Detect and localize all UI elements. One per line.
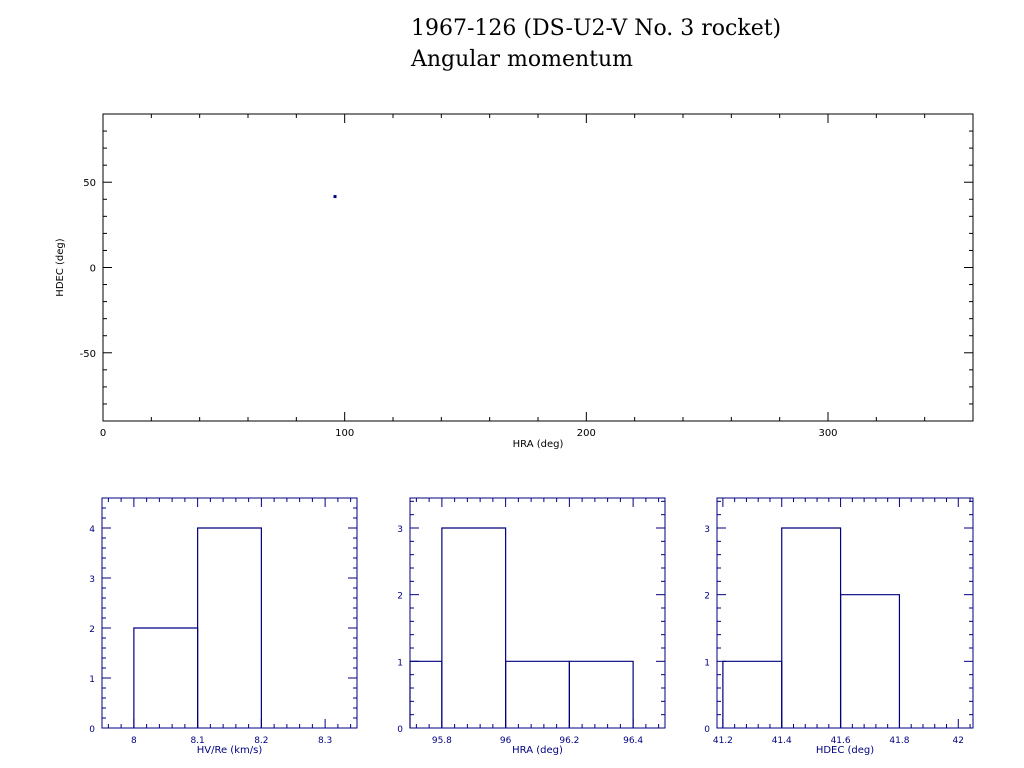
x-tick-label: 0 xyxy=(100,428,106,439)
y-tick-label: 1 xyxy=(397,658,403,668)
y-tick-label: 4 xyxy=(89,525,95,535)
x-axis-label: HRA (deg) xyxy=(512,745,563,756)
x-tick-label: 41.8 xyxy=(889,736,909,746)
histogram-bar xyxy=(568,660,634,728)
x-tick-label: 8 xyxy=(131,736,137,746)
y-axis-label: HDEC (deg) xyxy=(55,238,66,296)
x-tick-label: 96.2 xyxy=(559,736,579,746)
histogram-bar xyxy=(409,660,443,728)
x-tick-label: 42 xyxy=(953,736,964,746)
x-tick-label: 200 xyxy=(577,428,596,439)
x-tick-label: 300 xyxy=(818,428,837,439)
x-tick-label: 41.2 xyxy=(713,736,733,746)
y-tick-label: 0 xyxy=(704,725,710,735)
x-tick-label: 95.8 xyxy=(432,736,452,746)
histogram-hv: 8 8.1 8.2 8.3 0 1 2 3 4 HV/Re (km/s) xyxy=(89,497,358,756)
histogram-bar xyxy=(197,527,262,728)
y-tick-label: 0 xyxy=(90,264,96,275)
histogram-hra: 95.8 96 96.2 96.4 0 1 2 3 HRA (deg) xyxy=(397,497,666,756)
histogram-bar xyxy=(722,660,783,728)
y-tick-label: 1 xyxy=(89,675,95,685)
x-tick-label: 8.3 xyxy=(318,736,332,746)
x-tick-label: 96.4 xyxy=(623,736,643,746)
y-tick-label: 3 xyxy=(704,525,710,535)
y-tick-label: 0 xyxy=(89,725,95,735)
y-tick-label: 2 xyxy=(704,592,710,602)
histogram-hdec: 41.2 41.4 41.6 41.8 42 0 1 2 3 HDEC (deg) xyxy=(704,497,974,756)
y-tick-label: 2 xyxy=(89,625,95,635)
histogram-bar xyxy=(839,594,901,728)
y-tick-label: -50 xyxy=(80,349,96,360)
x-tick-label: 41.6 xyxy=(831,736,851,746)
x-axis-label: HDEC (deg) xyxy=(816,745,874,756)
x-tick-label: 96 xyxy=(500,736,512,746)
main-scatter-plot: 0 100 200 300 -50 0 50 HRA (deg) HDEC (deg) xyxy=(55,113,974,450)
x-tick-label: 100 xyxy=(335,428,354,439)
histogram-bar xyxy=(441,527,507,728)
y-tick-label: 50 xyxy=(83,178,96,189)
x-axis-label: HRA (deg) xyxy=(513,439,564,450)
histogram-bar xyxy=(133,627,199,728)
y-tick-label: 2 xyxy=(397,592,403,602)
data-point xyxy=(333,195,337,199)
x-tick-label: 8.1 xyxy=(190,736,204,746)
y-tick-label: 3 xyxy=(397,525,403,535)
plot-frame xyxy=(102,113,974,422)
x-tick-label: 41.4 xyxy=(772,736,792,746)
x-axis-label: HV/Re (km/s) xyxy=(197,745,263,756)
y-tick-label: 1 xyxy=(704,658,710,668)
x-tick-label: 8.2 xyxy=(254,736,268,746)
chart-title: 1967-126 (DS-U2-V No. 3 rocket) xyxy=(411,16,782,41)
y-tick-label: 0 xyxy=(397,725,403,735)
plot-frame xyxy=(716,497,974,729)
y-tick-label: 3 xyxy=(89,575,95,585)
histogram-bar xyxy=(505,660,570,728)
histogram-bar xyxy=(781,527,842,728)
plot-frame xyxy=(101,497,358,729)
plot-frame xyxy=(409,497,666,729)
chart-subtitle: Angular momentum xyxy=(411,47,633,72)
